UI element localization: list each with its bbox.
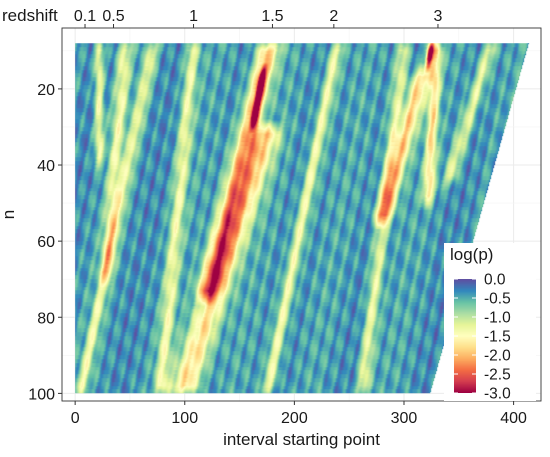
- legend-tick-label: -1.5: [484, 329, 511, 346]
- top-tick-label: 1: [189, 8, 198, 25]
- top-tick-label: 1.5: [261, 8, 283, 25]
- legend-title: log(p): [450, 245, 493, 264]
- x-tick-label: 200: [281, 410, 308, 427]
- top-tick-label: 3: [434, 8, 443, 25]
- legend: log(p) 0.0 -0.5 -1.0 -1.5 -2.0 -2.5 -3.0: [444, 243, 536, 403]
- x-axis-title: interval starting point: [223, 430, 380, 449]
- panel-border: [61, 27, 542, 402]
- axes: 0 100 200 300 400 20 40 60 80 100 0.1 0.5 1 1.5 2 3: [28, 8, 527, 427]
- legend-tick-label: -0.5: [484, 291, 511, 308]
- legend-ticks: 0.0 -0.5 -1.0 -1.5 -2.0 -2.5 -3.0: [454, 272, 511, 403]
- legend-tick-label: -2.5: [484, 367, 511, 384]
- y-tick-label: 20: [37, 82, 55, 99]
- y-tick-label: 60: [37, 234, 55, 251]
- top-tick-label: 0.1: [74, 8, 96, 25]
- legend-tick-label: -3.0: [484, 386, 511, 403]
- top-tick-label: 0.5: [102, 8, 124, 25]
- y-tick-label: 100: [28, 386, 55, 403]
- y-tick-label: 40: [37, 158, 55, 175]
- legend-tick-label: -1.0: [484, 310, 511, 327]
- x-tick-label: 100: [171, 410, 198, 427]
- top-axis-title: redshift: [2, 6, 58, 25]
- legend-colorbar: [454, 279, 476, 393]
- legend-tick-label: -2.0: [484, 348, 511, 365]
- x-tick-label: 300: [391, 410, 418, 427]
- x-tick-label: 0: [71, 410, 80, 427]
- legend-tick-label: 0.0: [484, 272, 506, 289]
- top-tick-label: 2: [329, 8, 338, 25]
- x-tick-label: 400: [500, 410, 527, 427]
- y-axis-title: n: [0, 210, 18, 219]
- y-tick-label: 80: [37, 310, 55, 327]
